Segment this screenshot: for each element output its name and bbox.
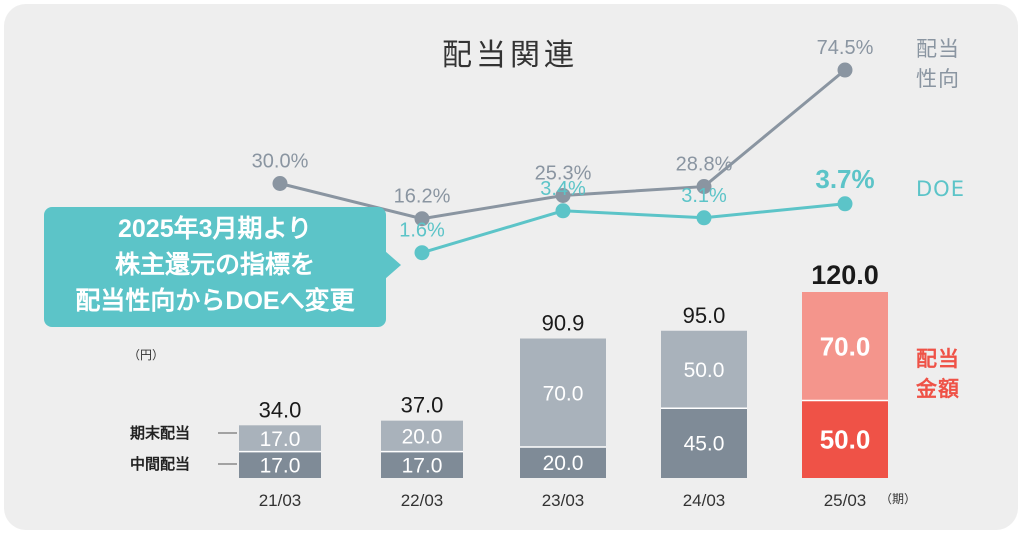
- bar-interim-label: 17.0: [402, 454, 443, 477]
- bar-interim: [381, 451, 463, 478]
- bar-total-label: 95.0: [683, 303, 726, 328]
- bar-total-label: 37.0: [401, 393, 444, 418]
- bar-total-label: 120.0: [811, 260, 879, 290]
- bar-interim: [661, 408, 747, 478]
- doe-line: [421, 202, 846, 255]
- legend-dividend-line2: 金額: [916, 377, 960, 401]
- payout-ratio-point: [555, 187, 571, 203]
- legend-dividend-line1: 配当: [916, 347, 960, 371]
- legend-dividend: 配当 金額: [916, 344, 960, 404]
- chart-title: 配当関連: [442, 38, 578, 73]
- bar-interim-label: 17.0: [260, 454, 301, 477]
- doe-label: 3.7%: [815, 164, 874, 194]
- legend-doe: DOE: [916, 177, 965, 201]
- x-tick-label: 21/03: [259, 491, 302, 510]
- x-tick-label: 23/03: [542, 491, 585, 510]
- legend-payout: 配当 性向: [916, 34, 960, 94]
- bar-interim-label: 20.0: [543, 452, 584, 475]
- payout-ratio-point: [414, 211, 430, 227]
- bar-year-end-label: 17.0: [260, 428, 301, 451]
- chart-svg: 21/03 22/03 23/03 24/03 25/03 17.0 17.0 34.0 17.…: [218, 37, 888, 510]
- payout-ratio-label: 25.3%: [535, 162, 592, 184]
- doe-label: 1.6%: [399, 220, 445, 242]
- bar-interim: [802, 400, 888, 478]
- payout-ratio-point: [837, 62, 853, 78]
- bar-interim-label: 50.0: [820, 425, 871, 455]
- payout-ratio-label: 28.8%: [676, 154, 733, 176]
- legend-payout-line1: 配当: [916, 37, 960, 61]
- interim-label: 中間配当: [130, 455, 191, 473]
- bar-interim: [520, 447, 606, 478]
- doe-point: [696, 210, 712, 226]
- bar-interim: [239, 451, 321, 478]
- bar-year-end: [802, 292, 888, 401]
- doe-point: [837, 196, 853, 212]
- callout-line2: 株主還元の指標を: [114, 251, 315, 279]
- period-label: （期）: [880, 492, 917, 506]
- payout-ratio-label: 74.5%: [817, 37, 874, 59]
- bar-total-label: 90.9: [542, 311, 585, 336]
- doe-label: 3.4%: [540, 178, 586, 200]
- doe-point: [414, 245, 430, 261]
- callout-line1: 2025年3月期より: [117, 215, 313, 243]
- bar-year-end-label: 70.0: [543, 382, 584, 405]
- bar-year-end-label: 70.0: [820, 332, 871, 362]
- bar-year-end-label: 20.0: [402, 426, 443, 449]
- payout-ratio-label: 30.0%: [252, 151, 309, 173]
- payout-ratio-label: 16.2%: [394, 186, 451, 208]
- payout-ratio-point: [696, 179, 712, 195]
- callout-line3: 配当性向からDOEへ変更: [75, 287, 355, 315]
- legend-payout-line2: 性向: [916, 67, 960, 91]
- year-end-label: 期末配当: [130, 424, 191, 442]
- callout-arrow: [385, 251, 401, 279]
- doe-label: 3.1%: [681, 185, 727, 207]
- bar-year-end-label: 50.0: [684, 359, 725, 382]
- x-tick-label: 24/03: [683, 491, 726, 510]
- bar-total-label: 34.0: [259, 397, 302, 422]
- chart-card: 21/03 22/03 23/03 24/03 25/03 17.0 17.0 34.0 17.…: [4, 4, 1018, 530]
- callout-box: 2025年3月期より 株主還元の指標を 配当性向からDOEへ変更: [44, 207, 386, 327]
- unit-label: （円）: [128, 348, 165, 362]
- bar-interim-label: 45.0: [684, 433, 725, 456]
- bar-year-end: [381, 420, 463, 452]
- x-tick-label: 25/03: [824, 491, 867, 510]
- doe-point: [555, 203, 571, 219]
- x-tick-label: 22/03: [401, 491, 444, 510]
- bar-year-end: [520, 338, 606, 447]
- bar-year-end: [661, 330, 747, 409]
- payout-ratio-point: [272, 176, 288, 191]
- bar-year-end: [239, 425, 321, 452]
